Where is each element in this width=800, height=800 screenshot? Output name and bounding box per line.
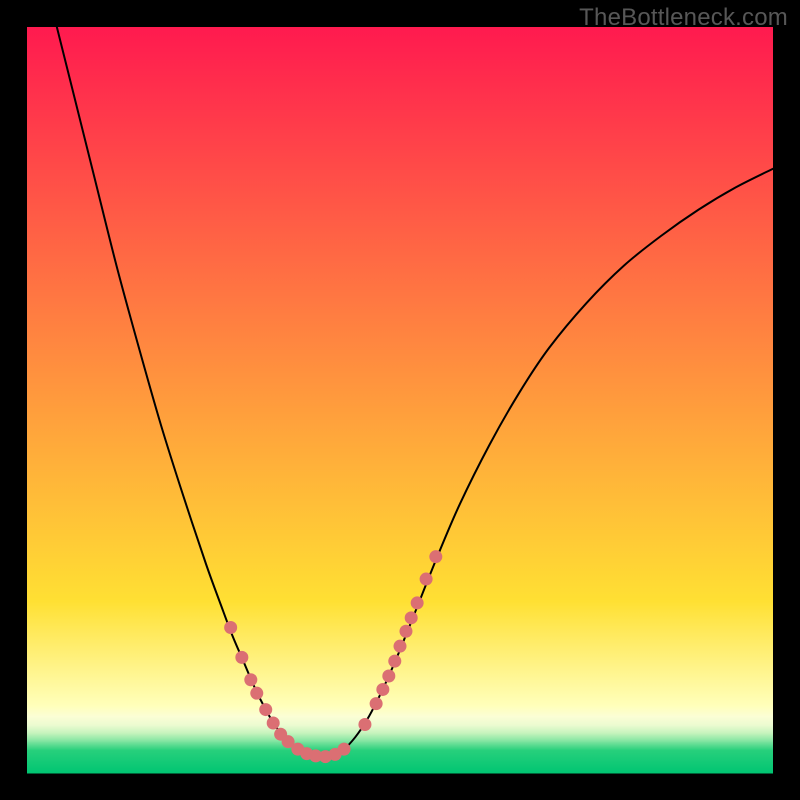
data-marker — [411, 596, 424, 609]
data-marker — [338, 743, 351, 756]
data-marker — [388, 655, 401, 668]
data-marker — [405, 611, 418, 624]
data-marker — [429, 550, 442, 563]
data-marker — [358, 718, 371, 731]
data-marker — [224, 621, 237, 634]
data-marker — [394, 640, 407, 653]
data-marker — [259, 703, 272, 716]
data-marker — [420, 573, 433, 586]
data-marker — [370, 697, 383, 710]
bottleneck-v-curve-chart — [0, 0, 800, 800]
chart-stage: TheBottleneck.com — [0, 0, 800, 800]
data-marker — [244, 673, 257, 686]
data-marker — [376, 683, 389, 696]
data-marker — [235, 651, 248, 664]
data-marker — [382, 670, 395, 683]
data-marker — [250, 687, 263, 700]
data-marker — [267, 717, 280, 730]
data-marker — [399, 625, 412, 638]
